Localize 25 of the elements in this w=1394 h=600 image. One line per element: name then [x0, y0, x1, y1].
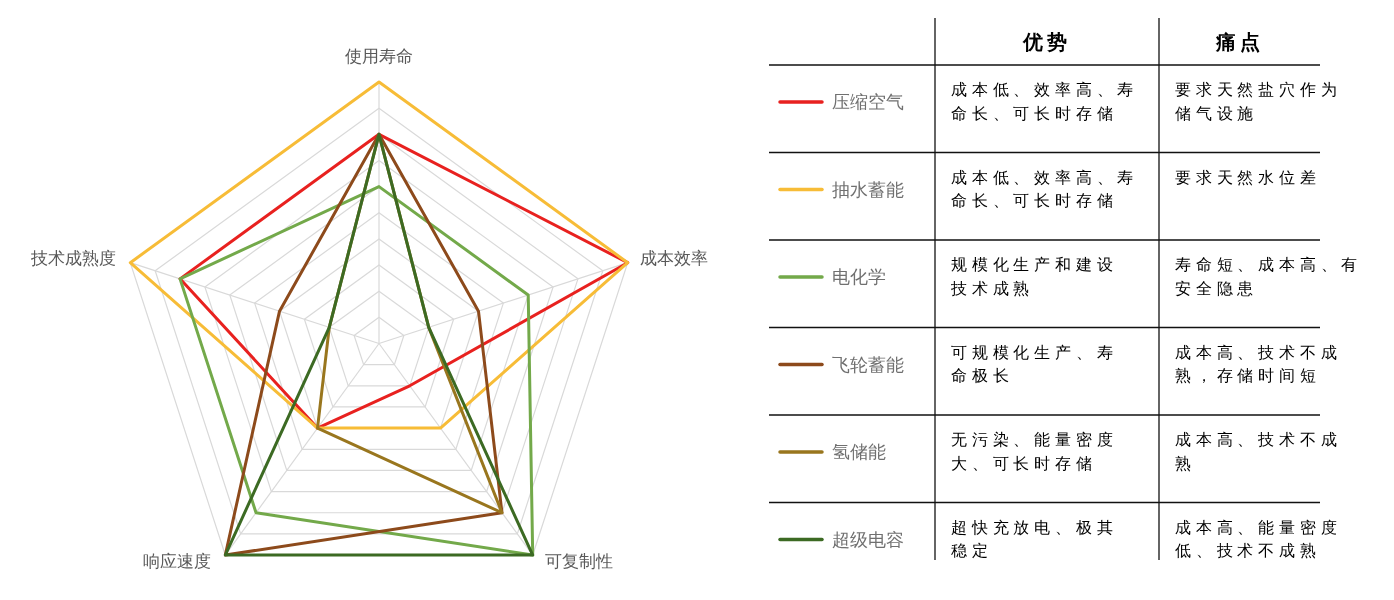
spoke-label: 可复制性: [544, 551, 613, 571]
text: 成本高、能量密度低、技术不成熟: [1175, 518, 1342, 559]
legend-label: 氢储能: [832, 442, 886, 462]
spoke-label: 成本效率: [639, 249, 708, 269]
spoke-label: 响应速度: [143, 551, 212, 571]
legend-label: 压缩空气: [832, 92, 904, 112]
text: 要求天然水位差: [1175, 168, 1321, 185]
text: 成本低、效率高、寿命长、可长时存储: [951, 80, 1139, 121]
text: 要求天然盐穴作为储气设施: [1175, 80, 1342, 121]
text: 成本高、技术不成熟，存储时间短: [1175, 343, 1342, 384]
spoke-label: 使用寿命: [345, 46, 413, 66]
spoke-label: 技术成熟度: [30, 249, 117, 269]
text: 成本低、效率高、寿命长、可长时存储: [951, 168, 1139, 209]
category-label: 痛点: [1214, 30, 1264, 53]
text: 超快充放电、极其稳定: [951, 518, 1118, 559]
legend-label: 飞轮蓄能: [832, 354, 904, 375]
text: 可规模化生产、寿命极长: [951, 343, 1118, 384]
legend-label: 抽水蓄能: [832, 179, 904, 200]
text: 成本高、技术不成熟: [1175, 430, 1342, 471]
category-label: 优势: [1022, 30, 1071, 53]
text: 无污染、能量密度大、可长时存储: [951, 430, 1118, 471]
text: 规模化生产和建设技术成熟: [950, 255, 1118, 296]
legend-label: 超级电容: [832, 529, 904, 550]
text: 寿命短、成本高、有安全隐患: [1175, 255, 1363, 296]
legend-label: 电化学: [832, 267, 886, 287]
